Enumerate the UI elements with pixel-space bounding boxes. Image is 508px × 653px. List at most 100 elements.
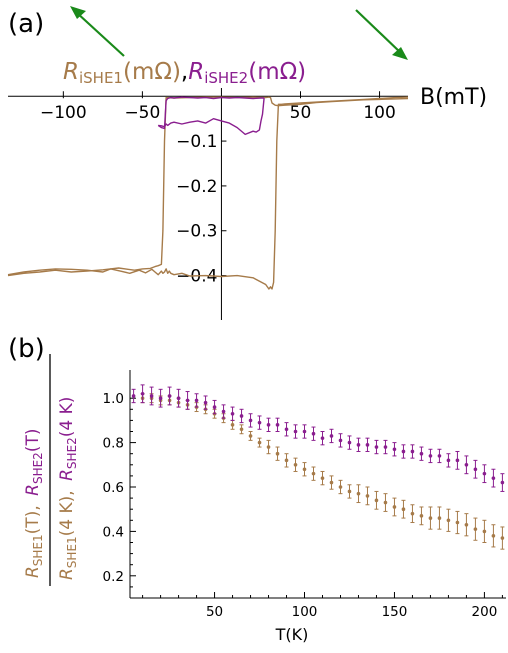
arrow-down-right-icon	[355, 9, 408, 60]
y-tick-label-a: −0.4	[176, 267, 217, 287]
y-tick-label-b: 0.8	[103, 436, 124, 452]
y-tick-label-b: 0.6	[103, 480, 124, 496]
data-point-rshe1	[311, 471, 316, 476]
data-point-rshe2	[365, 443, 370, 447]
den2-sub: SHE2	[65, 437, 79, 469]
data-point-rshe1	[230, 423, 235, 427]
data-point-rshe1	[356, 491, 361, 496]
num1-rest: (T),	[23, 505, 43, 534]
legend-rishe2-unit: (mΩ)	[248, 59, 306, 85]
data-point-rshe1	[428, 516, 433, 520]
data-point-rshe2	[158, 396, 163, 401]
y-axis-title-b: RSHE1(T), RSHE2(T) RSHE1(4 K), RSHE2(4 K…	[23, 354, 79, 586]
data-point-rshe1	[329, 480, 334, 485]
data-point-rshe2	[329, 434, 334, 438]
num1-main: R	[23, 566, 43, 578]
legend-rishe1-unit: (mΩ)	[123, 59, 181, 85]
data-point-rshe2	[230, 411, 235, 416]
panel-a: (a) RiSHE1(mΩ),RiSHE2(mΩ) B(mT) −100 −50 5…	[7, 6, 487, 320]
num2-main: R	[23, 484, 43, 496]
y-tick-label-b: 0.2	[103, 569, 124, 585]
x-tick-label-b: 50	[206, 604, 223, 620]
data-point-rshe2	[185, 398, 190, 403]
data-point-rshe1	[293, 463, 298, 467]
x-tick-label-b: 200	[472, 604, 498, 620]
num2-sub: SHE2	[31, 452, 45, 484]
y-tick-label-a: −0.3	[176, 222, 217, 242]
data-point-rshe2	[383, 445, 388, 449]
series-line-rishe2-sweep-1	[157, 96, 265, 130]
y-tick-label-a: −0.2	[176, 177, 217, 197]
legend-rishe1: RiSHE1(mΩ),RiSHE2(mΩ)	[63, 59, 306, 87]
data-point-rshe1	[401, 507, 406, 512]
data-point-rshe2	[311, 431, 316, 436]
data-point-rshe1	[320, 476, 325, 480]
arrow-up-left-icon	[70, 6, 125, 57]
data-point-rshe1	[239, 427, 244, 432]
data-point-rshe1	[338, 485, 343, 489]
series-line-rishe1-sweep-2	[7, 96, 409, 290]
x-tick-label-a: −100	[40, 103, 87, 123]
data-point-rshe2	[464, 463, 469, 467]
data-point-rshe2	[212, 405, 217, 409]
num1-sub: SHE1	[31, 534, 45, 566]
x-tick-label-b: 100	[292, 604, 318, 620]
data-point-rshe1	[275, 451, 280, 456]
x-axis-title-b: T(K)	[275, 625, 309, 644]
x-tick-label-a: −50	[124, 103, 160, 123]
series-line-rishe2-sweep-2	[158, 97, 265, 136]
y-label-numerator: RSHE1(T), RSHE2(T)	[23, 429, 45, 578]
data-point-rshe2	[131, 394, 136, 398]
panel-b: (b) RSHE1(T), RSHE2(T) RSHE1(4 K), RSHE2…	[8, 334, 506, 644]
data-point-rshe2	[149, 394, 154, 398]
data-point-rshe2	[347, 440, 352, 445]
data-point-rshe2	[320, 436, 325, 440]
legend-comma: ,	[181, 59, 188, 85]
data-point-rshe2	[419, 451, 424, 456]
data-point-rshe1	[257, 440, 262, 445]
data-point-rshe1	[482, 529, 487, 534]
data-point-rshe2	[140, 391, 145, 396]
data-point-rshe1	[410, 511, 415, 516]
data-point-rshe2	[482, 471, 487, 476]
data-point-rshe2	[257, 420, 262, 425]
data-point-rshe1	[284, 458, 289, 463]
data-point-rshe2	[284, 427, 289, 432]
x-axis-title-a: B(mT)	[420, 85, 487, 110]
data-point-rshe2	[293, 429, 298, 434]
series-a	[7, 96, 409, 290]
data-point-rshe1	[419, 514, 424, 518]
panel-a-label: (a)	[8, 9, 44, 39]
den1-rest: (4 K),	[57, 490, 77, 536]
data-point-rshe2	[356, 443, 361, 447]
x-tick-label-a: 100	[363, 103, 395, 123]
den1-main: R	[57, 568, 77, 580]
data-point-rshe2	[446, 458, 451, 463]
ticks-a: −100 −50 50 100 −0.1 −0.2 −0.3 −0.4	[40, 91, 396, 287]
data-point-rshe2	[203, 400, 208, 405]
data-point-rshe2	[428, 454, 433, 458]
data-point-rshe2	[266, 423, 271, 427]
data-point-rshe1	[500, 536, 505, 540]
data-point-rshe2	[374, 445, 379, 449]
data-point-rshe2	[275, 423, 280, 427]
data-point-rshe2	[500, 480, 505, 485]
den2-rest: (4 K)	[57, 397, 77, 438]
data-point-rshe2	[302, 429, 307, 434]
panel-b-label: (b)	[8, 334, 45, 364]
data-point-rshe2	[248, 418, 253, 423]
data-point-rshe1	[455, 520, 460, 525]
data-point-rshe2	[221, 409, 226, 414]
data-point-rshe2	[455, 458, 460, 463]
data-point-rshe1	[464, 522, 469, 527]
data-point-rshe1	[302, 467, 307, 472]
y-tick-label-a: −0.1	[176, 132, 217, 152]
data-point-rshe1	[374, 498, 379, 503]
data-point-rshe2	[473, 467, 478, 472]
data-point-rshe1	[491, 534, 496, 538]
y-label-denominator: RSHE1(4 K), RSHE2(4 K)	[57, 397, 79, 580]
ticks-b: 50 100 150 200 0.2 0.4 0.6 0.8 1.0	[103, 391, 503, 620]
num2-rest: (T)	[23, 429, 43, 453]
legend-rishe1-main: R	[63, 59, 79, 85]
data-point-rshe2	[410, 449, 415, 454]
